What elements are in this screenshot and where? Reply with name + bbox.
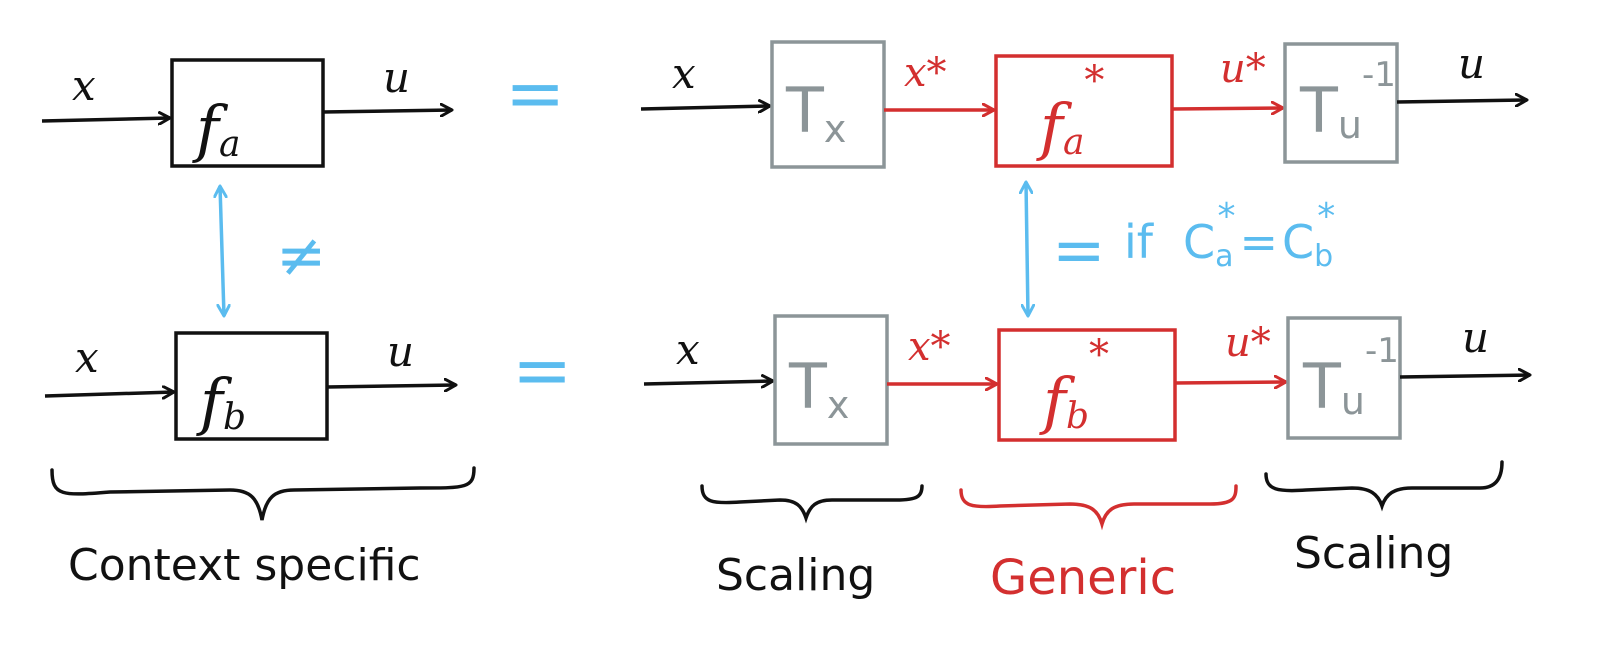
equals-sign-top: = — [505, 51, 565, 135]
right-bottom-scale-out-label: Tu-1 — [1302, 331, 1399, 423]
brace-scaling-left — [700, 484, 924, 524]
right-bottom-scaled-in-label: x* — [908, 324, 951, 370]
left-bottom-row: x fb u — [44, 327, 456, 441]
left-relation-symbol: ≠ — [276, 221, 326, 291]
right-bottom-scaled-out-label: u* — [1225, 320, 1271, 366]
left-bottom-block-fb — [174, 331, 329, 441]
right-bottom-scaled-out-arrow — [1174, 382, 1286, 383]
left-top-row: x fa u — [41, 53, 452, 168]
right-bottom-input-label: x — [676, 325, 700, 374]
equals-sign-bottom: = — [512, 328, 572, 412]
brace-scaling-left-label: Scaling — [716, 550, 875, 601]
left-brace-context-specific — [50, 466, 476, 521]
right-relation-arrow — [1026, 182, 1028, 316]
brace-scaling-right-label: Scaling — [1294, 528, 1453, 579]
left-top-input-arrow — [41, 118, 170, 121]
left-top-block-fa — [170, 58, 325, 168]
left-bottom-output-arrow — [326, 385, 456, 387]
right-bottom-generic-label: fb* — [1039, 332, 1109, 437]
left-top-output-arrow — [322, 110, 452, 112]
left-top-input-label: x — [72, 61, 96, 110]
right-top-output-label: u — [1458, 39, 1485, 88]
right-top-generic-label: fa* — [1036, 58, 1104, 163]
left-relation-arrow — [220, 186, 224, 316]
right-top-input-label: x — [672, 49, 696, 98]
left-brace-label: Context specific — [68, 540, 421, 591]
right-bottom-scale-out-box — [1286, 316, 1402, 440]
right-top-scale-in-label: Tx — [785, 74, 846, 151]
right-top-scaled-in-label: x* — [904, 50, 947, 96]
right-top-row: x Tx x* fa* u* Tu-1 u — [640, 39, 1527, 169]
right-top-scaled-out-label: u* — [1220, 46, 1266, 92]
brace-generic — [959, 484, 1238, 531]
brace-scaling-right — [1264, 460, 1504, 512]
right-bottom-output-label: u — [1462, 313, 1489, 362]
right-top-scale-out-box — [1283, 42, 1399, 164]
right-top-input-arrow — [640, 106, 770, 109]
right-top-generic-block — [994, 54, 1174, 168]
brace-generic-label: Generic — [990, 550, 1176, 606]
right-bottom-row: x Tx x* fb* u* Tu-1 u — [643, 313, 1530, 446]
left-top-output-label: u — [383, 53, 410, 102]
right-top-scale-out-label: Tu-1 — [1299, 55, 1396, 147]
right-relation-symbol: = — [1052, 214, 1106, 288]
left-bottom-block-label: fb — [196, 365, 246, 438]
right-bottom-scale-in-label: Tx — [788, 350, 849, 427]
right-bottom-generic-block — [997, 328, 1177, 442]
left-top-block-label: fa — [192, 92, 240, 165]
right-top-output-arrow — [1396, 100, 1527, 102]
left-bottom-input-arrow — [44, 392, 174, 396]
right-bottom-output-arrow — [1399, 375, 1530, 377]
right-bottom-scale-in-box — [773, 314, 889, 446]
right-condition: if Ca*=Cb* — [1124, 196, 1335, 274]
right-bottom-input-arrow — [643, 381, 773, 384]
right-top-scaled-out-arrow — [1171, 108, 1283, 109]
right-top-scale-in-box — [770, 40, 886, 169]
left-bottom-output-label: u — [387, 327, 414, 376]
left-bottom-input-label: x — [75, 333, 99, 382]
